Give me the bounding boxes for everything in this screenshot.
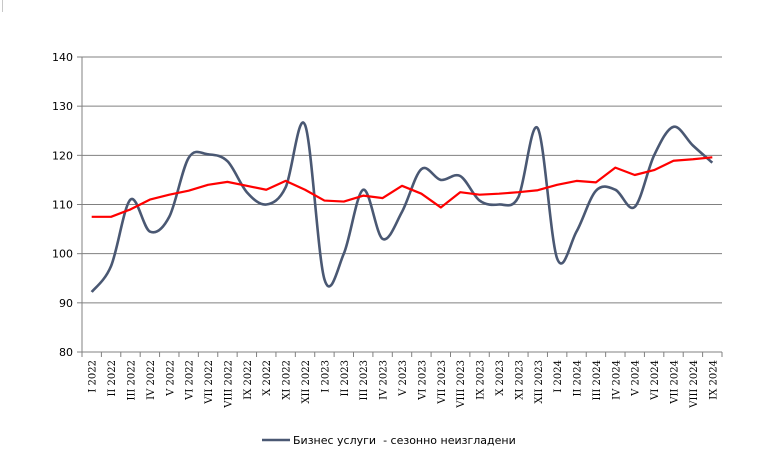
x-tick-label: IV 2024 [611, 360, 622, 400]
axes [77, 56, 723, 357]
x-tick-label: XI 2023 [514, 360, 525, 400]
x-tick-label: IV 2022 [146, 360, 157, 400]
x-tick-label: XI 2022 [282, 360, 293, 400]
y-tick-label: 140 [52, 51, 73, 64]
x-tick-label: II 2024 [573, 360, 584, 397]
y-tick-label: 80 [59, 346, 73, 359]
series-line-1 [91, 156, 713, 218]
x-tick-label: V 2022 [165, 360, 176, 397]
y-tick-label: 120 [52, 149, 73, 162]
x-tick-label: I 2023 [320, 360, 331, 393]
series-lines [90, 121, 714, 293]
y-tick-label: 130 [52, 100, 73, 113]
x-tick-label: IX 2022 [243, 360, 254, 400]
grid-lines [82, 56, 722, 304]
x-tick-label: VIII 2022 [223, 360, 234, 409]
y-tick-label: 100 [52, 248, 73, 261]
x-tick-label: IX 2024 [708, 360, 719, 400]
x-tick-label: VII 2022 [204, 360, 215, 405]
x-tick-label: IX 2023 [476, 360, 487, 400]
x-tick-label: IV 2023 [379, 360, 390, 400]
x-tick-label: I 2024 [553, 360, 564, 393]
x-tick-label: III 2024 [592, 360, 603, 400]
series-line-0 [90, 121, 714, 293]
x-tick-label: I 2022 [88, 360, 99, 393]
x-tick-label: VII 2023 [437, 360, 448, 405]
y-tick-label: 110 [52, 199, 73, 212]
y-tick-labels: 80 90 100 110 120 130 140 [52, 51, 73, 359]
legend-label: Бизнес услуги - сезонно неизгладени [293, 434, 516, 447]
x-tick-label: VI 2023 [417, 360, 428, 401]
x-tick-label: XII 2023 [534, 360, 545, 404]
x-tick-label: VI 2024 [650, 360, 661, 401]
x-tick-label: VI 2022 [185, 360, 196, 401]
x-tick-label: II 2022 [107, 360, 118, 397]
x-tick-label: II 2023 [340, 360, 351, 397]
x-tick-label: III 2022 [126, 360, 137, 400]
x-tick-label: V 2023 [398, 360, 409, 397]
cursor-mark [2, 0, 3, 12]
x-tick-label: X 2022 [262, 360, 273, 396]
x-tick-label: VIII 2023 [456, 360, 467, 409]
x-tick-label: VIII 2024 [689, 360, 700, 409]
x-tick-label: VII 2024 [670, 360, 681, 405]
legend: Бизнес услуги - сезонно неизгладени [262, 434, 516, 447]
y-tick-label: 90 [59, 297, 73, 310]
x-tick-label: III 2023 [359, 360, 370, 400]
x-tick-label: V 2024 [631, 360, 642, 397]
x-tick-label: X 2023 [495, 360, 506, 396]
x-tick-label: XII 2022 [301, 360, 312, 404]
x-tick-labels: I 2022 II 2022 III 2022 IV 2022 V 2022 VI 202… [88, 360, 720, 409]
